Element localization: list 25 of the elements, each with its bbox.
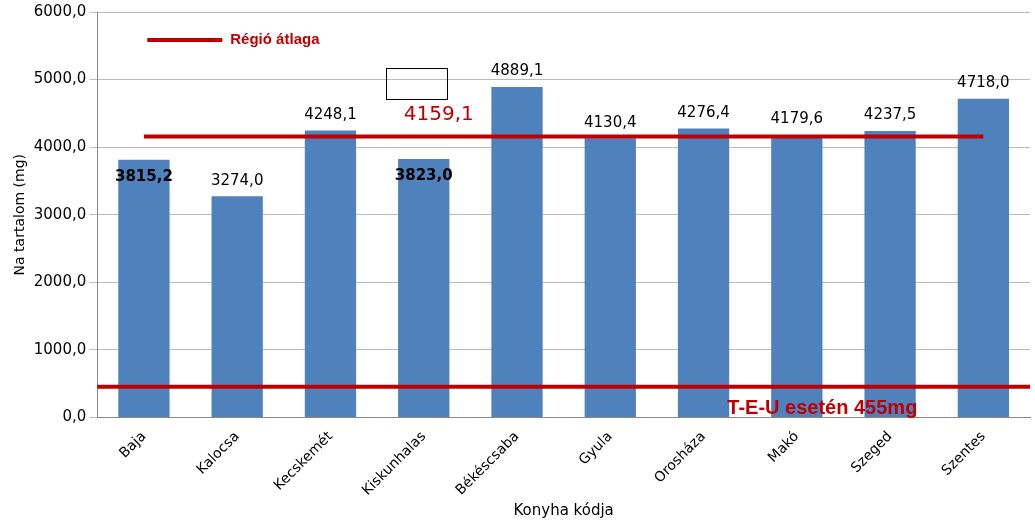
y-axis-title: Na tartalom (mg)	[11, 154, 28, 276]
data-label: 3274,0	[210, 170, 264, 189]
data-label: 4889,1	[490, 61, 544, 80]
y-tick-label: 0,0	[62, 407, 87, 426]
data-label: 4237,5	[863, 105, 917, 124]
y-tick-label: 6000,0	[33, 1, 87, 20]
x-axis-title: Konyha kódja	[513, 500, 614, 519]
data-label: 4248,1	[304, 104, 357, 123]
bar	[118, 159, 170, 417]
data-label: 4179,6	[770, 109, 824, 128]
legend-label: Régió átlaga	[230, 30, 321, 48]
bar	[957, 98, 1010, 417]
data-label: 4718,0	[957, 73, 1010, 92]
y-tick-label: 2000,0	[33, 272, 87, 291]
y-tick-label: 4000,0	[33, 137, 87, 156]
data-label: 4276,4	[677, 102, 730, 121]
y-tick-label: 5000,0	[33, 69, 87, 88]
y-tick-label: 3000,0	[33, 204, 87, 223]
bar	[584, 138, 636, 417]
bar	[304, 130, 357, 417]
annotation: 4159,1	[403, 100, 474, 125]
y-tick-label: 1000,0	[33, 339, 87, 358]
bar	[491, 87, 543, 417]
bar	[211, 196, 263, 417]
data-label: 4130,4	[584, 112, 637, 131]
